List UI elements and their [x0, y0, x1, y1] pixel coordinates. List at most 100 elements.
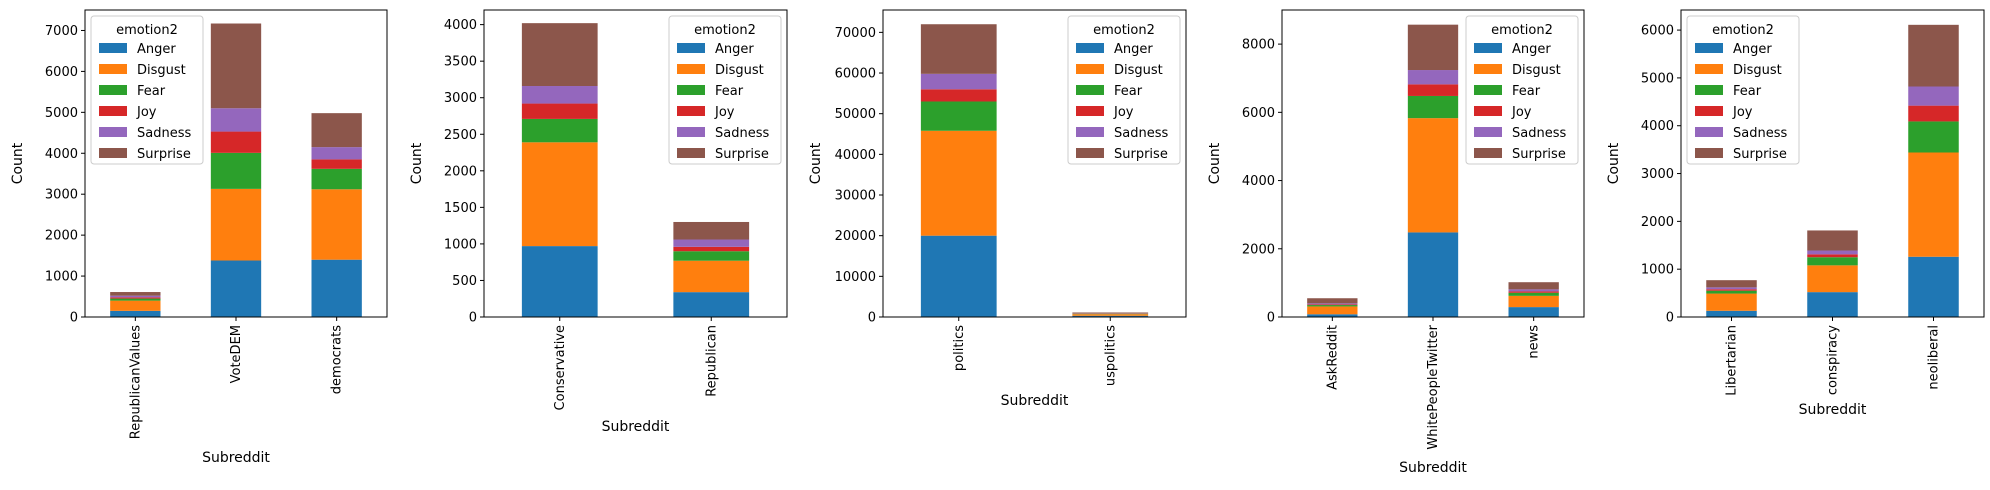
bar-sadness-votedem [210, 108, 262, 132]
y-tick-label: 1000 [1641, 263, 1674, 278]
x-tick-label: WhitePeopleTwitter [1426, 324, 1441, 449]
y-tick-label: 10000 [835, 270, 876, 285]
legend-label-sadness: Sadness [715, 126, 769, 141]
bar-sadness-politics [920, 73, 997, 90]
legend-swatch-anger [99, 43, 127, 53]
bar-anger-democrats [311, 259, 362, 317]
x-tick-label: RepublicanValues [128, 325, 143, 439]
y-axis-label: Count [409, 142, 425, 184]
legend-label-joy: Joy [136, 105, 157, 120]
y-tick-label: 0 [1666, 311, 1674, 326]
legend-label-joy: Joy [714, 105, 735, 120]
bar-sadness-republican [673, 239, 750, 247]
bar-surprise-democrats [311, 113, 362, 148]
legend-swatch-sadness [1474, 127, 1502, 137]
bar-fear-askreddit [1307, 305, 1358, 307]
y-tick-label: 4000 [1242, 174, 1275, 189]
bar-surprise-uspolitics [1072, 312, 1149, 314]
y-tick-label: 2000 [1641, 215, 1674, 230]
bar-surprise-conspiracy [1807, 230, 1858, 251]
x-tick-label: democrats [330, 325, 345, 394]
bar-disgust-conservative [521, 142, 598, 247]
legend-label-sadness: Sadness [137, 126, 191, 141]
y-tick-label: 3000 [444, 91, 477, 106]
x-tick-label: uspolitics [1103, 325, 1118, 386]
y-tick-label: 70000 [835, 26, 876, 41]
chart-panel-5: Libertarian conspiracy neoliberal 0 1000 2000… [1606, 9, 1985, 418]
legend-label-joy: Joy [1511, 105, 1532, 120]
bar-surprise-whitepeopletwitter [1407, 24, 1459, 71]
bar-surprise-neoliberal [1908, 24, 1959, 87]
bar-fear-politics [920, 101, 997, 131]
y-tick-label: 8000 [1242, 38, 1275, 53]
y-axis-label: Count [10, 142, 26, 184]
legend-swatch-disgust [1695, 64, 1723, 74]
x-tick-label: conspiracy [1826, 325, 1841, 395]
bar-fear-republicanvalues [110, 298, 161, 301]
legend-swatch-surprise [677, 148, 705, 158]
y-tick-label: 30000 [835, 189, 876, 204]
legend-label-sadness: Sadness [1114, 126, 1168, 141]
y-axis-label: Count [1207, 142, 1223, 184]
bar-joy-politics [920, 89, 997, 102]
bar-disgust-democrats [311, 189, 362, 260]
legend-label-surprise: Surprise [1114, 147, 1168, 162]
legend-swatch-disgust [1474, 64, 1502, 74]
chart-panel-4: AskReddit WhitePeopleTwitter news 0 2000 4000… [1207, 9, 1585, 476]
bar-joy-conservative [521, 103, 598, 119]
y-tick-label: 4000 [45, 147, 78, 162]
legend-swatch-sadness [677, 127, 705, 137]
legend-swatch-surprise [99, 148, 127, 158]
y-tick-label: 7000 [45, 24, 78, 39]
legend-label-anger: Anger [137, 42, 176, 57]
x-tick-label: Libertarian [1725, 325, 1740, 396]
legend: emotion2 Anger Disgust Fear Joy Sadness Surpri… [90, 15, 204, 165]
x-tick-label: VoteDEM [229, 325, 244, 383]
x-tick-label: news [1527, 325, 1542, 359]
plot-frame [483, 9, 788, 318]
x-tick-label: Conservative [553, 325, 568, 410]
legend-swatch-anger [677, 43, 705, 53]
bar-anger-whitepeopletwitter [1407, 232, 1459, 317]
legend-label-disgust: Disgust [137, 63, 186, 78]
legend-label-fear: Fear [1512, 84, 1541, 99]
bar-joy-republican [673, 246, 750, 252]
bar-sadness-conservative [521, 86, 598, 104]
legend-label-fear: Fear [1733, 84, 1762, 99]
bar-anger-conservative [521, 246, 598, 317]
y-tick-label: 1000 [444, 237, 477, 252]
y-tick-label: 20000 [835, 229, 876, 244]
x-axis-label: Subreddit [1399, 460, 1467, 476]
x-axis-label: Subreddit [1001, 393, 1069, 409]
legend-swatch-sadness [99, 127, 127, 137]
y-tick-label: 3000 [1641, 167, 1674, 182]
x-tick-label: neoliberal [1927, 325, 1942, 390]
y-tick-label: 2000 [1242, 242, 1275, 257]
plot-frame [882, 9, 1187, 318]
bar-sadness-libertarian [1706, 287, 1757, 290]
y-tick-label: 40000 [835, 148, 876, 163]
bar-sadness-whitepeopletwitter [1407, 70, 1459, 85]
chart-panel-3: politics uspolitics 0 10000 20000 30000 40000 5… [808, 9, 1187, 409]
legend-swatch-fear [1076, 85, 1104, 95]
legend-label-joy: Joy [1732, 105, 1753, 120]
legend-swatch-anger [1695, 43, 1723, 53]
y-tick-label: 3000 [45, 188, 78, 203]
plot-frame [84, 9, 388, 318]
legend-label-disgust: Disgust [715, 63, 764, 78]
bar-sadness-news [1508, 289, 1559, 292]
bar-joy-republicanvalues [110, 297, 161, 299]
y-tick-label: 0 [1267, 311, 1275, 326]
legend-label-surprise: Surprise [137, 147, 191, 162]
legend-swatch-fear [677, 85, 705, 95]
bar-joy-news [1508, 291, 1559, 293]
y-tick-label: 0 [469, 311, 477, 326]
bar-sadness-conspiracy [1807, 250, 1858, 255]
bar-disgust-askreddit [1307, 306, 1358, 315]
y-tick-label: 3500 [444, 55, 477, 70]
bar-surprise-republicanvalues [110, 292, 161, 296]
y-tick-label: 60000 [835, 67, 876, 82]
bar-fear-conservative [521, 118, 598, 143]
bar-fear-democrats [311, 168, 362, 190]
bar-fear-neoliberal [1908, 121, 1959, 153]
